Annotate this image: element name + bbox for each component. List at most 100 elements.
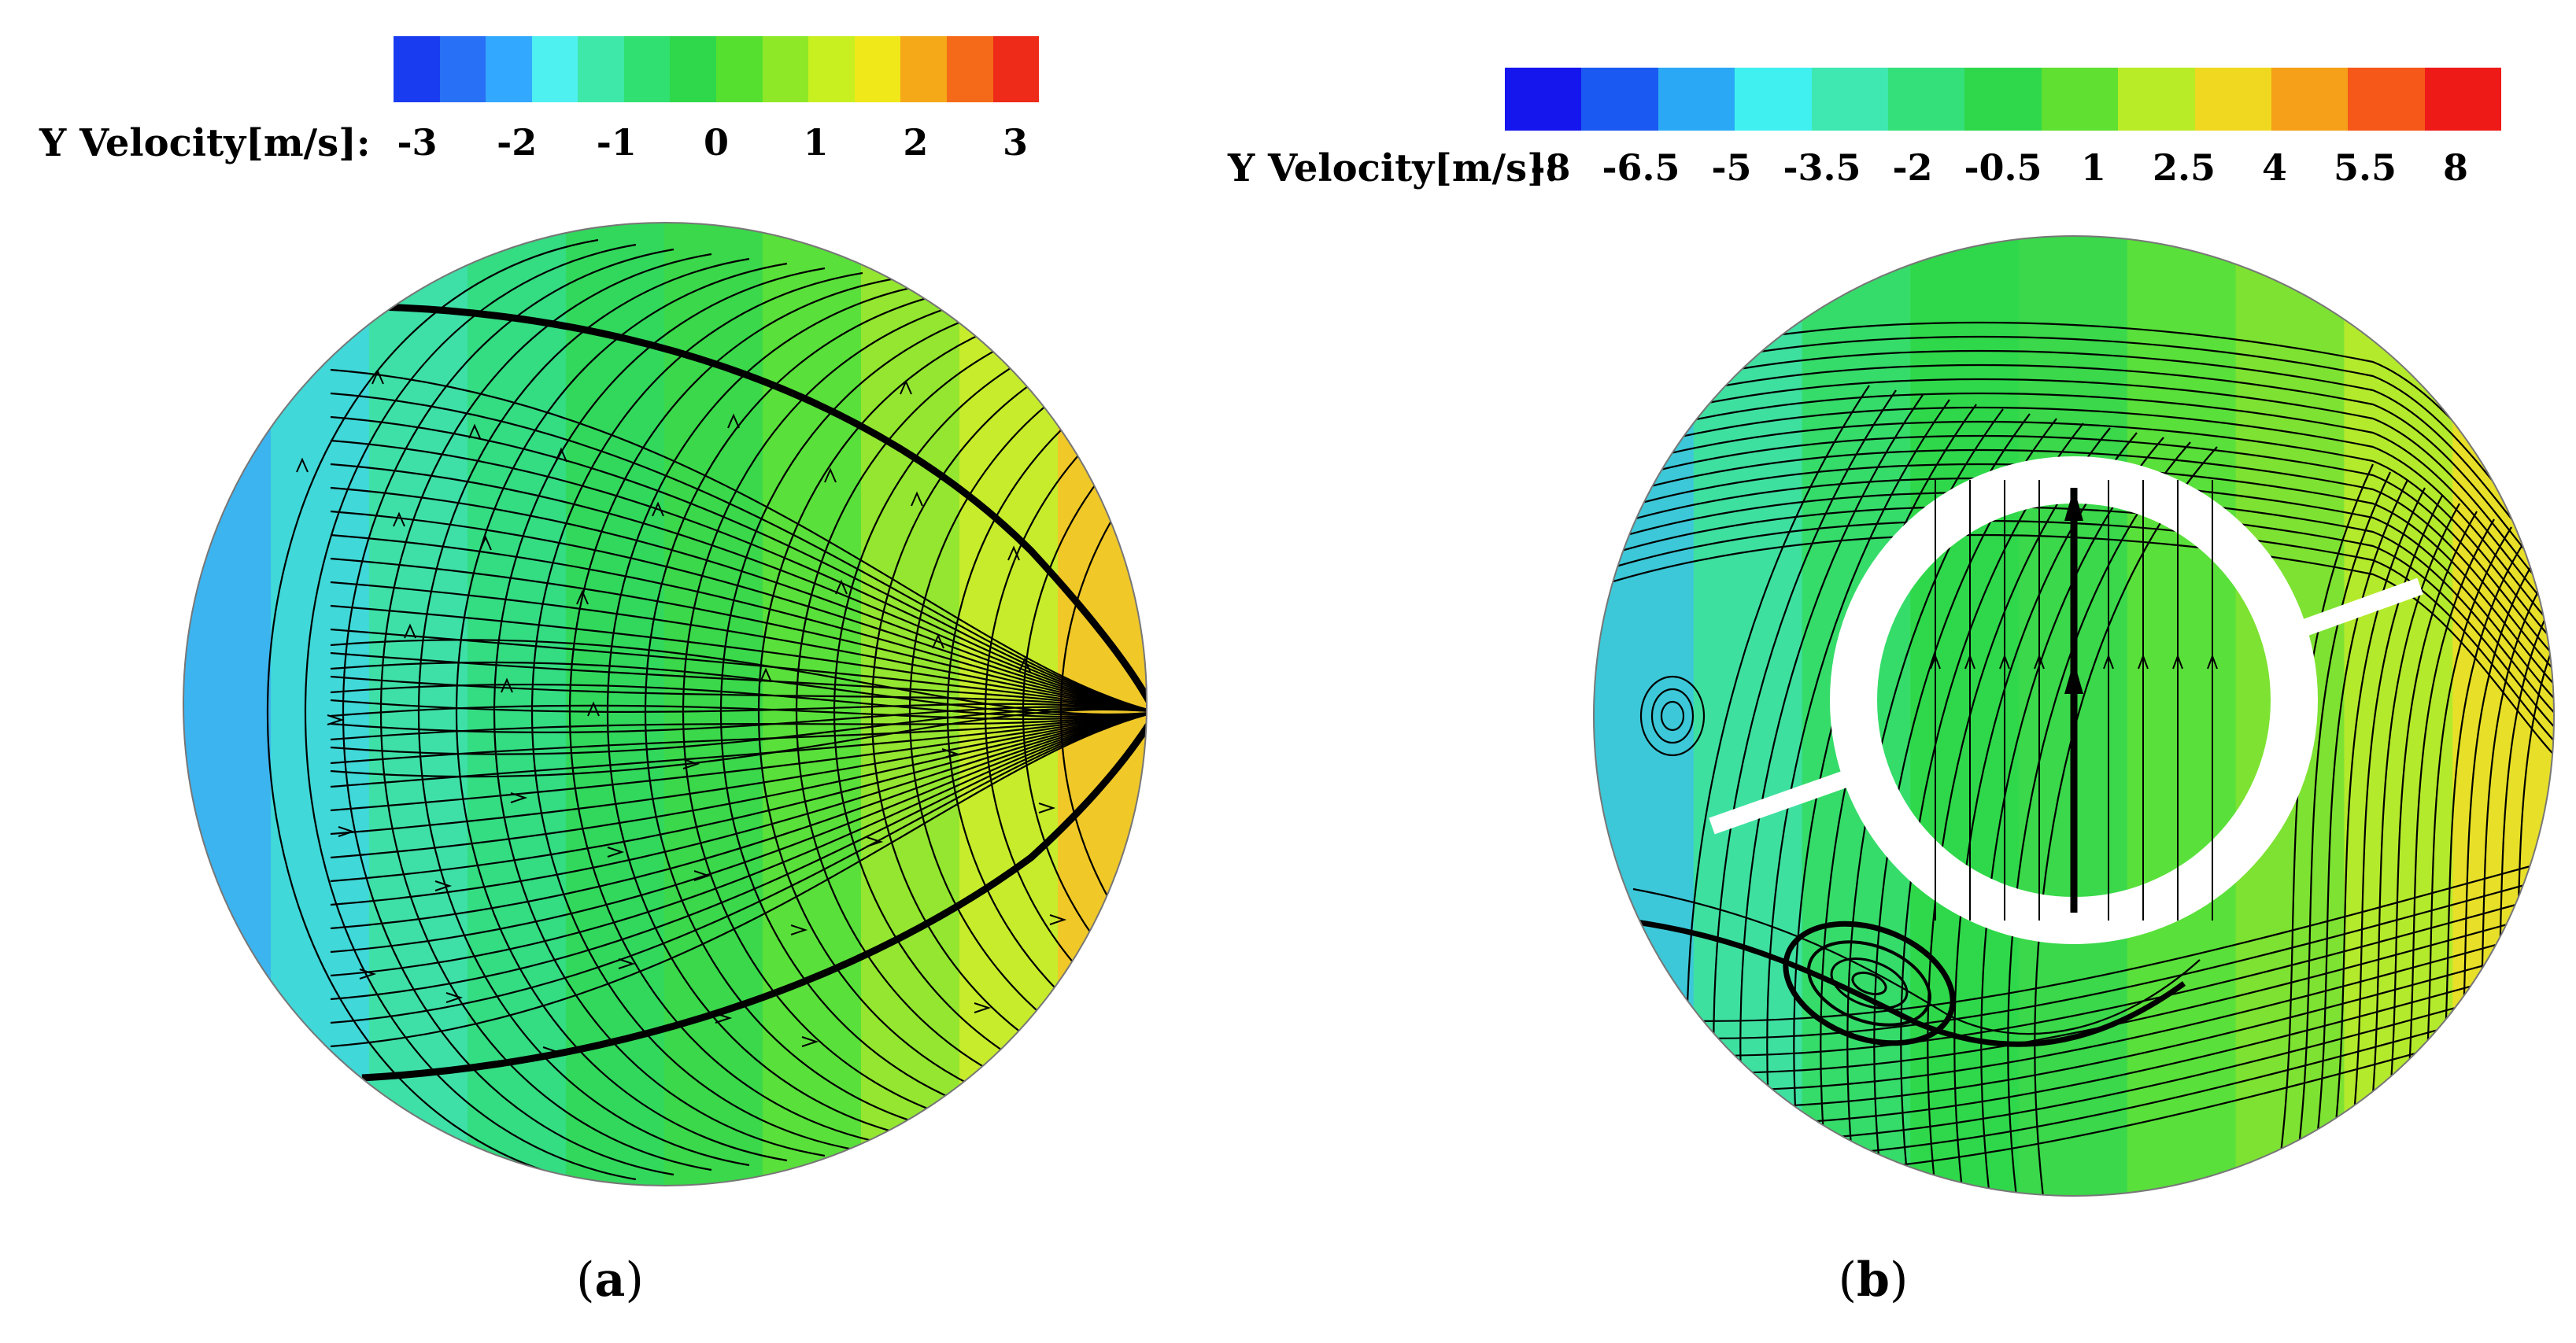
streamline (1594, 392, 2554, 622)
colorbar-segment (1811, 68, 1888, 131)
flow-arrow (1999, 654, 2010, 670)
flow-arrow (285, 345, 298, 361)
colorbar-b (1505, 68, 2502, 131)
colorbar-tick-label: -6.5 (1602, 146, 1680, 189)
inner-core-streamlines (1930, 480, 2218, 921)
colorbar-segment (2424, 68, 2502, 131)
separatrix-a (361, 303, 1147, 1082)
streamline (330, 557, 1147, 714)
streamline (330, 710, 1147, 1024)
streamline (796, 304, 1128, 1120)
colorbar-title-b: Y Velocity[m/s]: (1228, 146, 1559, 190)
panel-b: Y Velocity[m/s]: -8 -6.5 -5 -3.5 -2 -0.5 1 2.5 4… (1228, 0, 2576, 1343)
streamline (330, 706, 1147, 733)
flow-arrow (790, 924, 808, 935)
streamline (1594, 434, 2554, 665)
streamline (330, 710, 1147, 930)
colorbar-segment (808, 36, 855, 102)
flow-arrow (393, 511, 405, 527)
streamline (330, 439, 1147, 714)
contour-band (271, 223, 371, 1186)
colorbar-segment (1964, 68, 2042, 131)
streamline (1594, 477, 2554, 707)
colorbar-segment (1581, 68, 1658, 131)
flow-arrow (2034, 654, 2045, 670)
streamline (1594, 491, 2554, 721)
flow-arrow (371, 369, 384, 385)
streamline (1594, 420, 2554, 651)
flow-arrow (727, 413, 740, 429)
streamline (330, 392, 1147, 714)
streamline (330, 710, 1147, 859)
flow-arrow (338, 826, 356, 837)
flow-arrow (1038, 802, 1056, 814)
flow-arrow (1049, 914, 1067, 925)
streamline (330, 683, 1147, 718)
colorbar-segment (531, 36, 578, 102)
streamline (330, 710, 1147, 954)
colorbar-tick-label: -2 (497, 121, 538, 164)
colorbar-segment (762, 36, 809, 102)
flow-arrow (801, 1036, 819, 1047)
colorbar-tick-label: 4 (2261, 146, 2288, 189)
colorbar-tick-label: 5.5 (2333, 146, 2397, 189)
colorbar-tick-label: 0 (703, 121, 730, 164)
colorbar-segment (1735, 68, 1812, 131)
streamline (330, 707, 1147, 755)
streamline (2034, 446, 2218, 1196)
flow-arrow (911, 491, 923, 507)
streamline (720, 295, 1052, 1129)
flow-arrow (2172, 654, 2183, 670)
colorbar-segment (439, 36, 486, 102)
streamline (305, 243, 637, 1181)
flow-arrow (2138, 654, 2149, 670)
contour-band (566, 223, 666, 1186)
colorbar-tick-label: -0.5 (1964, 146, 2042, 189)
flow-arrow (479, 535, 492, 551)
flow-arrow (327, 714, 345, 725)
streamline (330, 486, 1147, 714)
colorbar-segment (2041, 68, 2119, 131)
flow-arrow (618, 958, 636, 969)
flow-arrow (759, 667, 772, 683)
colorbar-tick-label: 1 (2080, 146, 2107, 189)
flow-arrow (1964, 654, 1975, 670)
streamline (1594, 856, 2554, 1022)
streamline (1766, 399, 1950, 1196)
colorbar-segment (1887, 68, 1965, 131)
colorbar-segment (854, 36, 901, 102)
flow-arrow (607, 847, 625, 858)
colorbar-tick-label: 1 (803, 121, 829, 164)
colorbar-segment (2348, 68, 2425, 131)
colorbar-segment (716, 36, 763, 102)
flow-arrow (900, 379, 912, 395)
colorbar-segment (486, 36, 532, 102)
caption-a: (a) (576, 1253, 644, 1308)
flow-arrow (682, 758, 700, 769)
colorbar-segment (2118, 68, 2195, 131)
flow-arrow (1930, 654, 1941, 670)
streamline (1594, 505, 2554, 736)
streamline (330, 510, 1147, 714)
streamline (330, 710, 1147, 906)
contour-band (1693, 236, 1804, 1196)
streamline (330, 704, 1147, 721)
streamline (330, 415, 1147, 714)
streamline (330, 710, 1147, 883)
streamline (330, 604, 1147, 714)
streamline (330, 661, 1147, 717)
streamline (330, 368, 1147, 714)
colorbar-segment (670, 36, 717, 102)
flow-arrow (359, 969, 377, 980)
streamline (330, 581, 1147, 714)
streamline (2381, 511, 2478, 1173)
streamline (2312, 479, 2408, 1173)
flow-arrow (445, 992, 464, 1003)
flow-arrow (824, 467, 837, 483)
streamline-plot-b (1593, 235, 2555, 1197)
flow-arrow (941, 748, 959, 759)
flow-arrow (501, 677, 513, 693)
colorbar-tick-label: 3 (1002, 121, 1029, 164)
flow-arrow (296, 457, 309, 473)
streamline (330, 710, 1147, 788)
